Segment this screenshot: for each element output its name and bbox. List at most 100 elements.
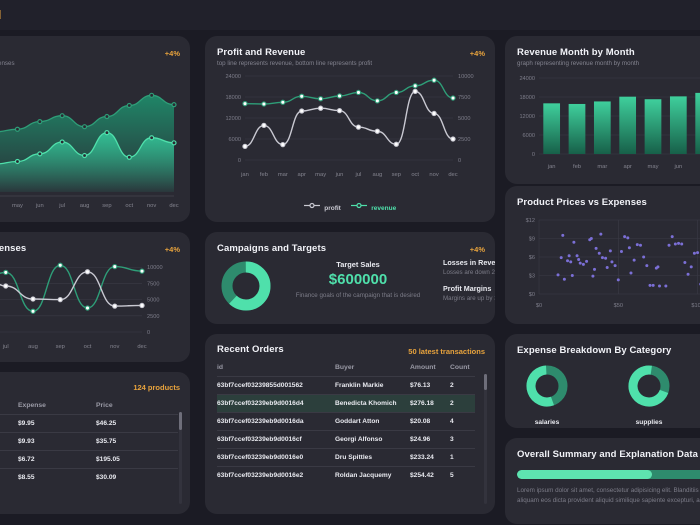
recent-orders-table-wrap[interactable]: id Buyer Amount Count 63bf7ccef03239855d… bbox=[217, 360, 475, 484]
campaigns-targets-card: Campaigns and Targets +4% Target Sales $… bbox=[205, 232, 495, 324]
order-buyer: Benedicta Khomich bbox=[335, 394, 410, 413]
table-row[interactable]: 1603$9.95$46.25 bbox=[0, 414, 178, 433]
trend-badge: +4% bbox=[164, 49, 180, 58]
table-header-row: id Buyer Amount Count bbox=[217, 360, 475, 377]
recent-orders-table: id Buyer Amount Count 63bf7ccef03239855d… bbox=[217, 360, 475, 484]
products-scrollbar-thumb[interactable] bbox=[179, 412, 182, 430]
svg-text:aug: aug bbox=[373, 172, 383, 178]
svg-text:may: may bbox=[12, 203, 23, 209]
order-id: 63bf7ccef03239eb9d0016e2 bbox=[217, 466, 335, 484]
table-row[interactable]: 63bf7ccef03239855d001562 Franklin Markie $… bbox=[217, 376, 475, 395]
kpi-sub: Losses are down 25% bbox=[443, 269, 495, 276]
svg-text:5000: 5000 bbox=[458, 116, 470, 122]
order-count: 4 bbox=[450, 412, 475, 431]
product-price: $46.25 bbox=[96, 414, 178, 433]
col-buyer[interactable]: Buyer bbox=[335, 364, 355, 371]
legend-item-revenue[interactable]: revenue bbox=[350, 197, 397, 215]
kpi-label: Losses in Revenue bbox=[443, 258, 495, 267]
card-subtitle: top line represents revenue, bottom line… bbox=[217, 60, 373, 67]
order-count: 2 bbox=[450, 394, 475, 413]
svg-text:may: may bbox=[648, 164, 659, 170]
table-row[interactable]: 63bf7ccef03239eb9d0016e2 Roldan Jacquemy $… bbox=[217, 466, 475, 484]
svg-text:jul: jul bbox=[355, 172, 362, 178]
svg-text:sep: sep bbox=[102, 203, 111, 209]
table-row[interactable]: 63bf7ccef03239eb9d0016e0 Dru Spittles $233… bbox=[217, 448, 475, 467]
svg-text:0: 0 bbox=[532, 152, 535, 158]
donut-supplies-group: supplies bbox=[623, 362, 675, 426]
kpi-label: Profit Margins bbox=[443, 284, 492, 293]
overall-summary-card: Overall Summary and Explanation Data Lor… bbox=[505, 438, 700, 524]
svg-text:feb: feb bbox=[573, 164, 581, 170]
summary-progress-fill bbox=[517, 470, 652, 479]
legend-item-profit[interactable]: profit bbox=[303, 197, 341, 215]
svg-text:0: 0 bbox=[147, 330, 150, 336]
products-scrollbar-track[interactable] bbox=[179, 412, 182, 504]
product-prices-card: Product Prices vs Expenses $0 $3 $6 $9 $12 $0… bbox=[505, 186, 700, 324]
order-amount: $24.96 bbox=[410, 430, 450, 449]
legend-label-revenue: revenue bbox=[371, 205, 397, 212]
svg-text:nov: nov bbox=[110, 344, 119, 350]
product-price: $30.09 bbox=[96, 468, 178, 486]
table-row[interactable]: 63bf7ccef03239eb9d0016d4 Benedicta Khomic… bbox=[217, 394, 475, 413]
col-id[interactable]: id bbox=[217, 364, 224, 371]
order-id: 63bf7ccef03239eb9d0016cf bbox=[217, 430, 335, 449]
table-row[interactable]: 1602$6.72$195.05 bbox=[0, 450, 178, 469]
product-expense: $9.93 bbox=[18, 432, 96, 451]
trend-badge: +4% bbox=[469, 49, 485, 58]
svg-text:6000: 6000 bbox=[523, 133, 535, 139]
campaign-donut-chart bbox=[221, 261, 271, 311]
app-logo[interactable]: d bbox=[0, 8, 1, 22]
product-id: 16a0 bbox=[0, 468, 18, 486]
svg-text:$0: $0 bbox=[536, 303, 542, 309]
svg-text:$12: $12 bbox=[526, 218, 535, 224]
col-expense[interactable]: Expense bbox=[18, 402, 46, 409]
card-subtitle: graph representing revenue month by mont… bbox=[517, 60, 640, 67]
order-buyer: Georgi Alfonso bbox=[335, 430, 410, 449]
order-count: 2 bbox=[450, 376, 475, 395]
col-price[interactable]: Price bbox=[96, 402, 113, 409]
svg-text:jun: jun bbox=[35, 203, 44, 209]
revenue-month-card: Revenue Month by Month graph representin… bbox=[505, 36, 700, 184]
svg-text:12000: 12000 bbox=[519, 114, 535, 120]
svg-text:apr: apr bbox=[623, 164, 631, 170]
products-table-wrap[interactable]: Expense Price 1603$9.95$46.25169a$9.93$3… bbox=[0, 398, 178, 486]
order-amount: $20.08 bbox=[410, 412, 450, 431]
col-amount[interactable]: Amount bbox=[410, 364, 436, 371]
table-row[interactable]: 16a0$8.55$30.09 bbox=[0, 468, 178, 486]
order-id: 63bf7ccef03239eb9d0016e0 bbox=[217, 448, 335, 467]
svg-text:jun: jun bbox=[335, 172, 344, 178]
product-id: 1603 bbox=[0, 414, 18, 433]
svg-text:jun: jun bbox=[673, 164, 682, 170]
svg-text:aug: aug bbox=[28, 344, 38, 350]
svg-text:$3: $3 bbox=[529, 274, 535, 280]
legend-label-profit: profit bbox=[324, 205, 341, 212]
kpi-margins: Profit Margins Margins are up by 30% fro… bbox=[443, 284, 495, 304]
salaries-donut-chart bbox=[526, 365, 568, 407]
card-title: Profit and Revenue bbox=[217, 47, 306, 58]
order-buyer: Goddart Atton bbox=[335, 412, 410, 431]
chart-legend: profit revenue bbox=[205, 197, 495, 215]
svg-text:mar: mar bbox=[278, 172, 288, 178]
svg-text:$9: $9 bbox=[529, 237, 535, 243]
product-id: 169a bbox=[0, 432, 18, 451]
table-row[interactable]: 169a$9.93$35.75 bbox=[0, 432, 178, 451]
svg-text:mar: mar bbox=[597, 164, 607, 170]
orders-scrollbar-thumb[interactable] bbox=[484, 374, 487, 390]
donut-label-supplies: supplies bbox=[635, 419, 663, 426]
svg-text:apr: apr bbox=[298, 172, 306, 178]
col-count[interactable]: Count bbox=[450, 364, 470, 371]
order-buyer: Roldan Jacquemy bbox=[335, 466, 410, 484]
order-count: 1 bbox=[450, 448, 475, 467]
order-amount: $76.13 bbox=[410, 376, 450, 395]
donut-label-salaries: salaries bbox=[534, 419, 560, 426]
svg-text:jul: jul bbox=[58, 203, 65, 209]
order-id: 63bf7ccef03239eb9d0016d4 bbox=[217, 394, 335, 413]
svg-text:0: 0 bbox=[238, 158, 241, 164]
operational-expenses-chart: 025005000750010000aprmayjunjulaugsepoctn… bbox=[0, 262, 163, 350]
table-row[interactable]: 63bf7ccef03239eb9d0016cf Georgi Alfonso $2… bbox=[217, 430, 475, 449]
orders-scrollbar-track[interactable] bbox=[484, 374, 487, 504]
svg-text:$6: $6 bbox=[529, 255, 535, 261]
table-row[interactable]: 63bf7ccef03239eb9d0016da Goddart Atton $20… bbox=[217, 412, 475, 431]
svg-text:sep: sep bbox=[56, 344, 65, 350]
